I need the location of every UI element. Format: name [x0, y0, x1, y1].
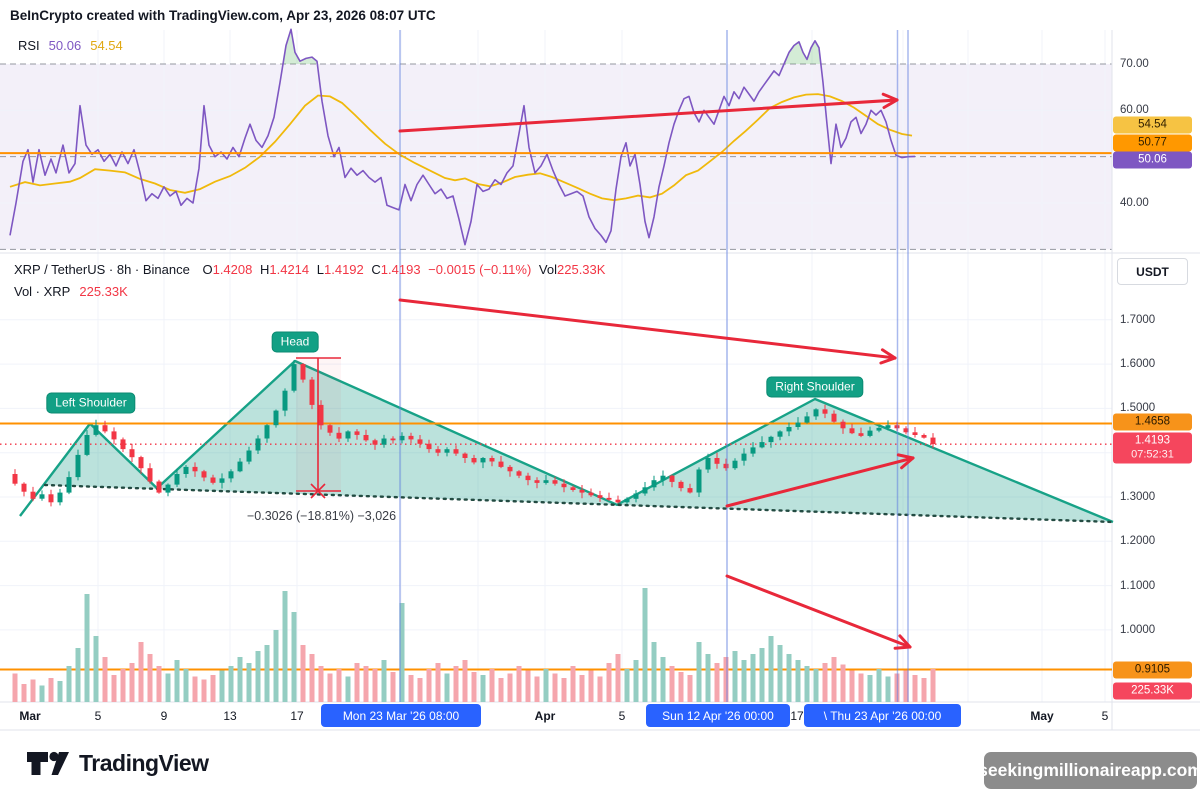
currency-toggle-button[interactable]: USDT: [1117, 258, 1188, 285]
axis-price-badge: 54.54: [1113, 116, 1192, 134]
volume-label: Vol: [538, 262, 557, 277]
close-value: 1.4193: [380, 262, 421, 277]
axis-price-badge: 50.77: [1113, 134, 1192, 152]
measure-annotation-text: −0.3026 (−18.81%) −3,026: [247, 509, 397, 523]
volume-legend[interactable]: Vol · XRP 225.33K: [14, 284, 128, 299]
event-line-date-badge: Sun 12 Apr '26 00:00: [646, 704, 790, 727]
time-tick-label: 13: [223, 709, 237, 723]
axis-tick-label: 60.00: [1120, 104, 1149, 116]
candles: [12, 360, 936, 507]
axis-tick-label: 40.00: [1120, 197, 1149, 209]
time-tick-label: Apr: [534, 709, 556, 723]
time-tick-label: May: [1030, 709, 1054, 723]
open-label: O: [202, 262, 213, 277]
close-label: C: [371, 262, 381, 277]
axis-price-badge: 1.4658: [1113, 413, 1192, 431]
volume-value: 225.33K: [557, 262, 606, 277]
price-up-arrow: [725, 453, 915, 508]
axis-price-badge: 225.33K: [1113, 682, 1192, 700]
tradingview-logo: TradingView: [26, 747, 209, 779]
time-tick-label: 5: [618, 709, 626, 723]
volume-down-arrow: [725, 574, 912, 650]
price-down-arrow: [398, 298, 897, 365]
event-line-date-badge: Mon 23 Mar '26 08:00: [321, 704, 481, 727]
axis-tick-label: 1.1000: [1120, 580, 1156, 592]
left-shoulder-label[interactable]: Left Shoulder: [46, 392, 136, 414]
axis-tick-label: 70.00: [1120, 58, 1149, 70]
axis-price-badge: 50.06: [1113, 151, 1192, 169]
axis-price-badge: 0.9105: [1113, 661, 1192, 679]
watermark-badge: seekingmillionaireapp.com: [978, 752, 1200, 789]
time-tick-label: 17: [290, 709, 304, 723]
rsi-legend[interactable]: RSI 50.06 54.54: [18, 38, 123, 53]
low-label: L: [316, 262, 324, 277]
axis-tick-label: 1.7000: [1120, 314, 1156, 326]
volume-bars: [12, 588, 936, 702]
rsi-trend-arrow: [398, 92, 899, 133]
vol-series-value: 225.33K: [79, 284, 128, 299]
high-value: 1.4214: [269, 262, 310, 277]
axis-tick-label: 1.5000: [1120, 402, 1156, 414]
vol-series-label: Vol · XRP: [14, 284, 71, 299]
event-line-date-badge: \ Thu 23 Apr '26 00:00: [804, 704, 961, 727]
right-shoulder-label[interactable]: Right Shoulder: [766, 376, 864, 398]
open-value: 1.4208: [212, 262, 253, 277]
head-label[interactable]: Head: [271, 331, 319, 353]
rsi-legend-label: RSI: [18, 38, 40, 53]
tradingview-logo-icon: [27, 751, 69, 775]
axis-tick-label: 1.0000: [1120, 624, 1156, 636]
symbol-title: XRP / TetherUS · 8h · Binance: [14, 262, 190, 277]
high-label: H: [259, 262, 270, 277]
axis-tick-label: 1.6000: [1120, 358, 1156, 370]
axis-price-badge: 1.4193 07:52:31: [1113, 432, 1192, 464]
symbol-legend[interactable]: XRP / TetherUS · 8h · Binance O1.4208 H1…: [14, 262, 605, 277]
attribution-text: BeInCrypto created with TradingView.com,…: [10, 8, 436, 23]
time-tick-label: Mar: [19, 709, 41, 723]
time-tick-label: 5: [94, 709, 102, 723]
low-value: 1.4192: [324, 262, 364, 277]
axis-tick-label: 1.3000: [1120, 491, 1156, 503]
time-tick-label: 5: [1101, 709, 1109, 723]
time-tick-label: 17: [790, 709, 804, 723]
change-value: −0.0015 (−0.11%): [428, 262, 532, 277]
rsi-value: 50.06: [48, 38, 82, 53]
axis-tick-label: 1.2000: [1120, 535, 1156, 547]
rsi-ma-value: 54.54: [90, 38, 123, 53]
time-tick-label: 9: [160, 709, 168, 723]
tradingview-logo-text: TradingView: [79, 749, 209, 776]
